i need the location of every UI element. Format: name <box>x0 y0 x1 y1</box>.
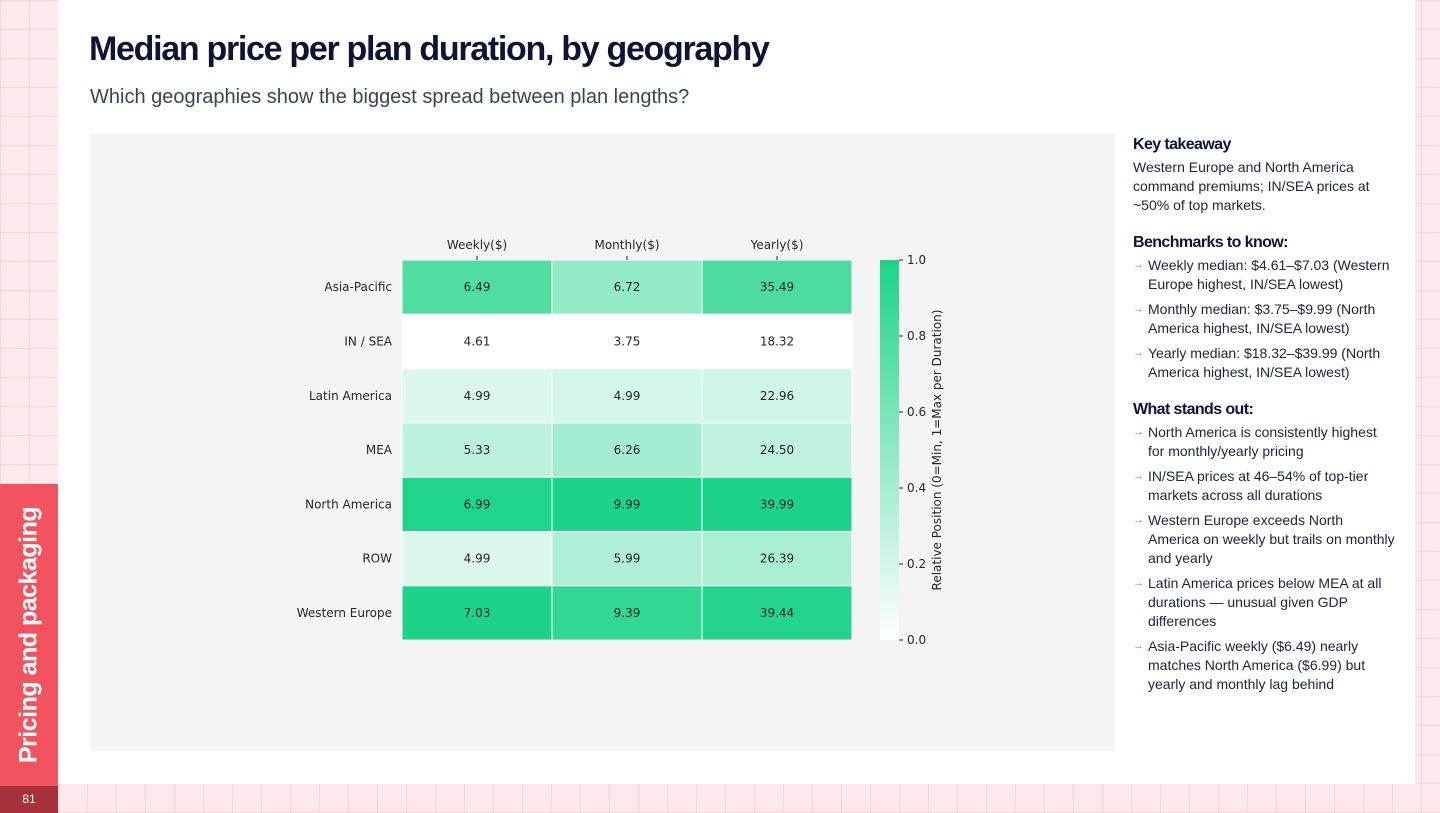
row-label: Asia-Pacific <box>324 280 392 294</box>
cell-value-label: 3.75 <box>614 334 641 348</box>
cell-value-label: 24.50 <box>760 443 794 457</box>
cell-value-label: 26.39 <box>760 552 794 566</box>
colorbar-tick-label: 0.4 <box>907 481 926 495</box>
arrow-right-icon: → <box>1133 303 1144 315</box>
takeaways-sidebar: Key takeaway Western Europe and North Am… <box>1133 134 1395 700</box>
list-item: → Monthly median: $3.75–$9.99 (North Amer… <box>1133 301 1376 336</box>
cell-value-label: 4.99 <box>464 389 491 403</box>
list-item: → Western Europe exceeds North America on… <box>1133 512 1395 566</box>
row-label: Latin America <box>309 389 392 403</box>
cell-value-label: 5.99 <box>614 552 641 566</box>
section-tab <box>0 484 58 786</box>
cell-value-label: 6.26 <box>614 443 641 457</box>
column-label: Monthly($) <box>594 238 659 252</box>
arrow-right-icon: → <box>1133 640 1144 652</box>
cell-value-label: 9.39 <box>614 606 641 620</box>
heatmap-cell <box>701 531 853 587</box>
colorbar-tick-label: 0.6 <box>907 405 926 419</box>
cell-value-label: 35.49 <box>760 280 794 294</box>
section-label: Pricing and packaging <box>14 506 43 764</box>
cell-value-label: 7.03 <box>464 606 491 620</box>
stands-out-list: → North America is consistently highest f… <box>1133 423 1395 694</box>
row-label: IN / SEA <box>344 334 392 348</box>
row-label: MEA <box>366 443 393 457</box>
cell-value-label: 4.61 <box>464 334 491 348</box>
colorbar-tick-label: 0.2 <box>907 557 926 571</box>
colorbar <box>880 260 899 640</box>
cell-value-label: 22.96 <box>760 389 794 403</box>
row-label: Western Europe <box>297 606 392 620</box>
column-label: Yearly($) <box>750 238 804 252</box>
key-takeaway-text: Western Europe and North America command… <box>1133 159 1370 213</box>
heatmap-cell <box>401 476 553 533</box>
heatmap-cell <box>701 585 853 641</box>
cell-value-label: 6.72 <box>614 280 641 294</box>
arrow-right-icon: → <box>1133 470 1144 482</box>
cell-value-label: 18.32 <box>760 334 794 348</box>
heatmap-cell <box>551 476 703 533</box>
row-label: North America <box>305 497 392 511</box>
page-number-box <box>0 786 58 813</box>
colorbar-tick-label: 0.0 <box>907 633 926 647</box>
list-item: → Weekly median: $4.61–$7.03 (Western Eur… <box>1133 257 1390 292</box>
heatmap-cell <box>701 368 853 424</box>
arrow-right-icon: → <box>1133 426 1144 438</box>
list-item: → IN/SEA prices at 46–54% of top-tier mar… <box>1133 468 1369 503</box>
heatmap-chart: 6.49 6.72 35.49 Asia-Pacific 4.61 3.75 18.32 IN… <box>297 238 944 647</box>
chart-panel: 6.49 6.72 35.49 Asia-Pacific 4.61 3.75 18.32 IN… <box>90 134 1115 751</box>
cell-value-label: 6.49 <box>464 280 491 294</box>
heatmap-cell <box>701 422 853 478</box>
cell-value-label: 9.99 <box>614 497 641 511</box>
column-label: Weekly($) <box>447 238 507 252</box>
benchmarks-list: → Weekly median: $4.61–$7.03 (Western Eur… <box>1133 256 1395 382</box>
page-number: 81 <box>22 792 36 806</box>
list-item: → Asia-Pacific weekly ($6.49) nearly matc… <box>1133 638 1366 692</box>
benchmarks-heading: Benchmarks to know: <box>1133 234 1288 251</box>
heatmap-cell <box>551 368 703 424</box>
heatmap-cell <box>701 476 853 533</box>
cell-value-label: 39.99 <box>760 497 794 511</box>
list-item: → North America is consistently highest f… <box>1133 424 1377 459</box>
key-takeaway-heading: Key takeaway <box>1133 136 1231 153</box>
heatmap-cell <box>551 531 703 587</box>
heatmap-cell <box>401 531 553 587</box>
colorbar-label: Relative Position (0=Min, 1=Max per Dura… <box>930 310 944 591</box>
row-label: ROW <box>362 552 392 566</box>
cell-value-label: 5.33 <box>464 443 491 457</box>
arrow-right-icon: → <box>1133 514 1144 526</box>
cell-value-label: 4.99 <box>614 389 641 403</box>
page-subtitle: Which geographies show the biggest sprea… <box>90 86 690 108</box>
cell-value-label: 39.44 <box>760 606 794 620</box>
colorbar-tick-label: 0.8 <box>907 329 926 343</box>
heatmap-cell <box>701 313 853 370</box>
arrow-right-icon: → <box>1133 259 1144 271</box>
heatmap-cell <box>401 422 553 478</box>
cell-value-label: 6.99 <box>464 497 491 511</box>
arrow-right-icon: → <box>1133 347 1144 359</box>
cell-value-label: 4.99 <box>464 552 491 566</box>
stands-out-heading: What stands out: <box>1133 401 1254 418</box>
heatmap-cell <box>551 422 703 478</box>
list-item: → Yearly median: $18.32–$39.99 (North Ame… <box>1133 345 1381 380</box>
heatmap-cell <box>401 368 553 424</box>
arrow-right-icon: → <box>1133 577 1144 589</box>
heatmap-cell <box>401 585 553 641</box>
page-title: Median price per plan duration, by geogr… <box>89 30 770 68</box>
colorbar-tick-label: 1.0 <box>907 253 926 267</box>
list-item: → Latin America prices below MEA at all d… <box>1133 575 1382 629</box>
